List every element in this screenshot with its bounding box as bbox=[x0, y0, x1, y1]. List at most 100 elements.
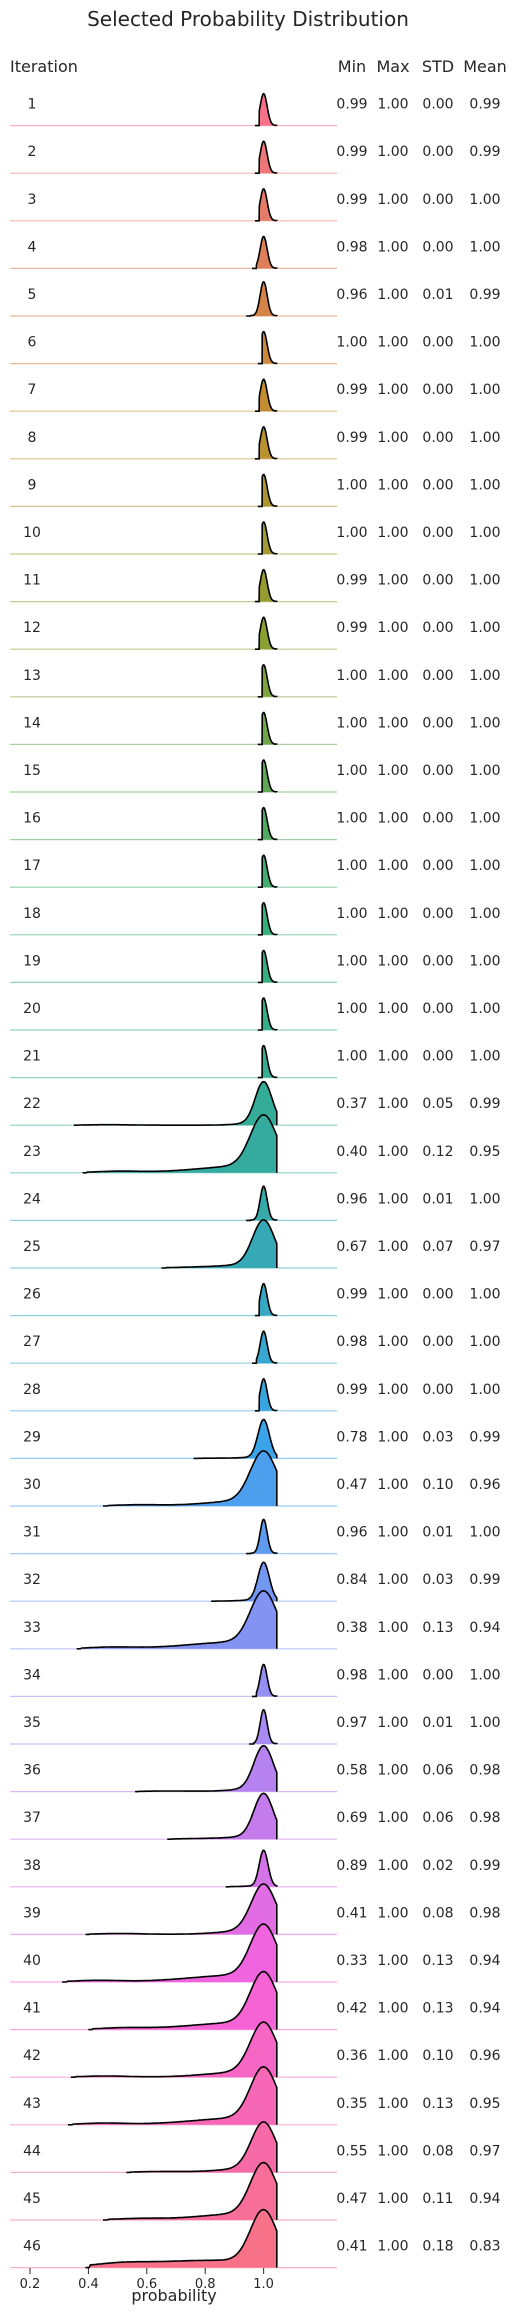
density-outline bbox=[254, 1282, 278, 1317]
stat-mean: 0.99 bbox=[469, 1572, 500, 1588]
iteration-label: 44 bbox=[23, 2143, 41, 2159]
stat-max: 1.00 bbox=[377, 239, 408, 255]
stat-max: 1.00 bbox=[377, 2096, 408, 2112]
stat-std: 0.00 bbox=[422, 715, 453, 731]
stat-mean: 1.00 bbox=[469, 715, 500, 731]
ridge-row-35: 35 0.97 1.00 0.01 1.00 bbox=[10, 1709, 501, 1745]
iteration-label: 6 bbox=[28, 335, 37, 351]
iteration-label: 23 bbox=[23, 1144, 41, 1160]
ridge-row-36: 36 0.58 1.00 0.06 0.98 bbox=[10, 1744, 501, 1793]
stat-std: 0.13 bbox=[422, 2001, 453, 2017]
stat-std: 0.00 bbox=[422, 953, 453, 969]
iteration-label: 19 bbox=[23, 953, 41, 969]
stat-min: 0.78 bbox=[336, 1429, 367, 1445]
stat-mean: 1.00 bbox=[469, 953, 500, 969]
iteration-label: 17 bbox=[23, 858, 41, 874]
stat-std: 0.08 bbox=[422, 1905, 453, 1921]
stat-min: 0.96 bbox=[336, 287, 367, 303]
stat-min: 1.00 bbox=[336, 906, 367, 922]
stat-mean: 0.95 bbox=[469, 1144, 500, 1160]
stat-max: 1.00 bbox=[377, 1144, 408, 1160]
density-fill bbox=[70, 2022, 277, 2078]
iteration-label: 18 bbox=[23, 906, 41, 922]
density-fill bbox=[62, 1924, 277, 1982]
ridge-row-32: 32 0.84 1.00 0.03 0.99 bbox=[10, 1561, 501, 1602]
stat-min: 0.99 bbox=[336, 192, 367, 208]
iteration-label: 31 bbox=[23, 1525, 41, 1541]
stat-min: 0.58 bbox=[336, 1763, 367, 1779]
stat-mean: 0.99 bbox=[469, 287, 500, 303]
iteration-label: 8 bbox=[28, 430, 37, 446]
density-fill bbox=[254, 141, 277, 174]
ridge-row-12: 12 0.99 1.00 0.00 1.00 bbox=[10, 616, 501, 650]
density-outline bbox=[167, 1792, 278, 1840]
density-fill bbox=[167, 1793, 277, 1840]
x-tick-label: 0.2 bbox=[20, 2277, 41, 2292]
ridge-row-38: 38 0.89 1.00 0.02 0.99 bbox=[10, 1849, 501, 1888]
ridge-row-4: 4 0.98 1.00 0.00 1.00 bbox=[10, 235, 501, 270]
stat-std: 0.00 bbox=[422, 382, 453, 398]
stat-min: 0.99 bbox=[336, 97, 367, 113]
iteration-label: 2 bbox=[28, 144, 37, 160]
stat-max: 1.00 bbox=[377, 715, 408, 731]
stat-mean: 0.98 bbox=[469, 1810, 500, 1826]
iteration-label: 5 bbox=[28, 287, 37, 303]
stat-std: 0.00 bbox=[422, 1049, 453, 1065]
stat-min: 1.00 bbox=[336, 335, 367, 351]
x-axis-label: probability bbox=[131, 2286, 216, 2305]
stat-std: 0.00 bbox=[422, 763, 453, 779]
density-outline bbox=[254, 92, 278, 127]
stat-mean: 1.00 bbox=[469, 763, 500, 779]
stat-max: 1.00 bbox=[377, 1953, 408, 1969]
stat-std: 0.00 bbox=[422, 620, 453, 636]
stat-max: 1.00 bbox=[377, 1905, 408, 1921]
stat-max: 1.00 bbox=[377, 2048, 408, 2064]
stat-std: 0.00 bbox=[422, 906, 453, 922]
iteration-label: 25 bbox=[23, 1239, 41, 1255]
stat-min: 1.00 bbox=[336, 477, 367, 493]
stat-min: 0.40 bbox=[336, 1144, 367, 1160]
stat-std: 0.00 bbox=[422, 858, 453, 874]
stat-max: 1.00 bbox=[377, 1858, 408, 1874]
ridge-row-16: 16 1.00 1.00 0.00 1.00 bbox=[10, 806, 501, 841]
density-outline bbox=[193, 1418, 278, 1460]
stat-header-mean: Mean bbox=[463, 57, 507, 76]
stat-min: 1.00 bbox=[336, 715, 367, 731]
density-outline bbox=[257, 521, 278, 555]
stat-min: 0.38 bbox=[336, 1620, 367, 1636]
ridge-row-46: 46 0.41 1.00 0.18 0.83 bbox=[10, 2208, 501, 2269]
stat-min: 0.37 bbox=[336, 1096, 367, 1112]
stat-std: 0.07 bbox=[422, 1239, 453, 1255]
stat-mean: 1.00 bbox=[469, 1525, 500, 1541]
stat-max: 1.00 bbox=[377, 668, 408, 684]
stat-min: 0.99 bbox=[336, 382, 367, 398]
iteration-label: 14 bbox=[23, 715, 41, 731]
stat-max: 1.00 bbox=[377, 287, 408, 303]
stat-min: 1.00 bbox=[336, 668, 367, 684]
stat-max: 1.00 bbox=[377, 2191, 408, 2207]
stat-max: 1.00 bbox=[377, 1715, 408, 1731]
iteration-label: 35 bbox=[23, 1715, 41, 1731]
ridge-row-7: 7 0.99 1.00 0.00 1.00 bbox=[10, 378, 501, 412]
density-outline bbox=[225, 1849, 278, 1888]
density-outline bbox=[257, 759, 278, 793]
stat-mean: 0.97 bbox=[469, 2143, 500, 2159]
stat-mean: 1.00 bbox=[469, 620, 500, 636]
stat-mean: 0.99 bbox=[469, 1429, 500, 1445]
ridge-row-15: 15 1.00 1.00 0.00 1.00 bbox=[10, 759, 501, 793]
stat-max: 1.00 bbox=[377, 1572, 408, 1588]
ridge-row-20: 20 1.00 1.00 0.00 1.00 bbox=[10, 997, 501, 1031]
stat-max: 1.00 bbox=[377, 525, 408, 541]
ridge-row-1: 1 0.99 1.00 0.00 0.99 bbox=[10, 92, 501, 127]
stat-std: 0.10 bbox=[422, 2048, 453, 2064]
stat-max: 1.00 bbox=[377, 382, 408, 398]
stat-max: 1.00 bbox=[377, 2239, 408, 2255]
stat-min: 1.00 bbox=[336, 953, 367, 969]
stat-mean: 1.00 bbox=[469, 1334, 500, 1350]
iteration-label: 3 bbox=[28, 192, 37, 208]
iteration-label: 29 bbox=[23, 1429, 41, 1445]
stat-min: 0.69 bbox=[336, 1810, 367, 1826]
stat-mean: 0.98 bbox=[469, 1763, 500, 1779]
stat-mean: 1.00 bbox=[469, 1667, 500, 1683]
